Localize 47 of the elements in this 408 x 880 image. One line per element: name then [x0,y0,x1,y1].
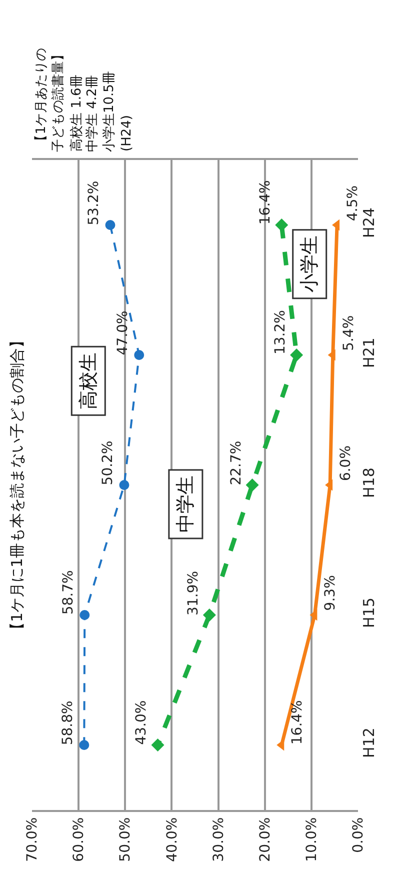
point [246,478,259,492]
y-tick-label: H21 [360,338,378,368]
data-label: 13.2% [272,310,289,355]
x-tick-label: 60.0% [71,817,88,862]
data-label: 31.9% [185,570,202,616]
data-label: 4.5% [345,185,362,222]
text: 小学生10.5冊 [102,71,117,152]
data-label: 58.7% [60,570,77,615]
y-tick-label: H18 [360,468,378,498]
point [134,350,144,360]
data-label: 9.3% [322,575,339,611]
x-tick-label: 70.0% [24,817,41,862]
data-label: 16.4% [290,700,306,745]
data-label: 5.4% [340,315,357,351]
text: 高校生 1.6冊 [68,74,84,152]
text: 高校生 [77,352,100,410]
data-label: 6.0% [338,445,354,482]
text: 【1ケ月あたりの子どもの読書量】 [34,48,66,152]
point [80,610,90,620]
point [151,738,164,752]
text: 中学生 [174,476,197,533]
x-tick-label: 10.0% [304,817,320,862]
data-label: 53.2% [86,180,102,226]
x-tick-label: 20.0% [257,817,274,862]
data-label: 50.2% [100,440,116,486]
data-label: 47.0% [115,310,132,356]
point [202,608,216,622]
x-tick-label: 40.0% [164,817,180,862]
y-tick-label: H15 [360,598,378,628]
text: (H24) [120,115,134,152]
point [105,220,116,230]
text: 【1ケ月に1冊も本を読まない子どもの割合】 [8,332,26,637]
y-tick-label: H12 [360,728,378,758]
text: 小学生 [298,236,321,293]
data-label: 43.0% [134,700,150,745]
point [119,480,130,490]
point [79,740,90,750]
data-label: 16.4% [258,180,274,225]
point [290,348,304,362]
x-tick-label: 30.0% [210,817,227,862]
y-tick-label: H24 [360,208,378,238]
data-label: 22.7% [228,440,244,486]
x-tick-label: 0.0% [350,817,367,853]
point [275,218,288,232]
x-tick-label: 50.0% [118,817,134,862]
data-label: 58.8% [60,700,76,746]
text: 中学生 4.2冊 [85,75,100,152]
